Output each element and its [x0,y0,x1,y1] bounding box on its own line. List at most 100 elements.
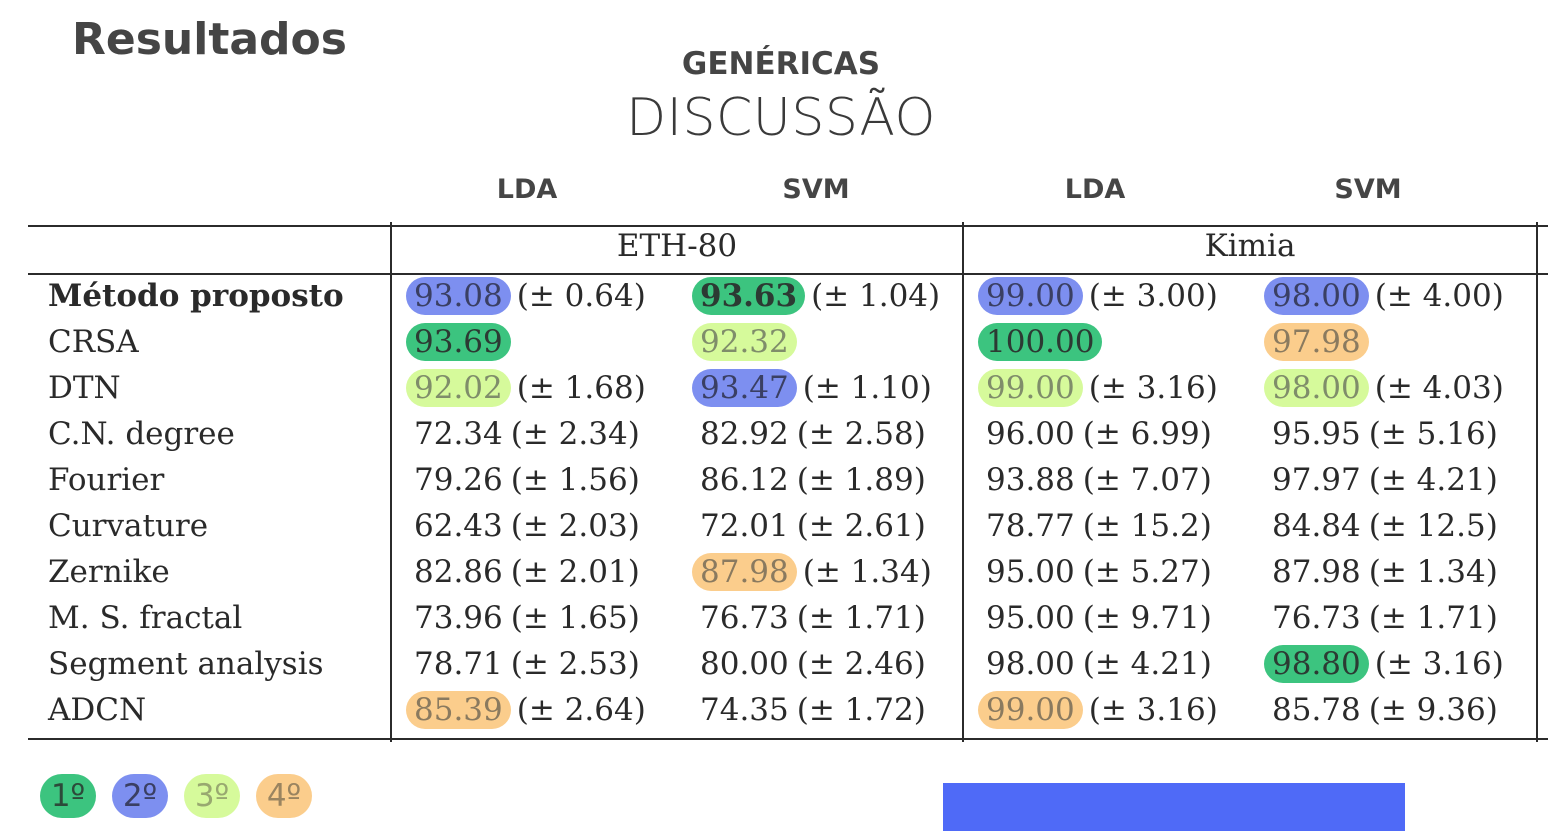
classifier-header-kimia-svm: SVM [1334,174,1402,205]
table-row: Fourier 79.26 (± 1.56) 86.12 (± 1.89) 93.88 (±… [0,457,1562,503]
result-cell: 97.97 (± 4.21) [1270,457,1498,503]
accuracy-value: 87.98 [692,553,797,591]
method-name: Método proposto [48,278,344,314]
method-name: Fourier [48,462,165,498]
result-cell: 99.00 (± 3.00) [978,273,1218,319]
accent-box [943,783,1405,831]
table-bottom-rule [28,738,1548,740]
accuracy-value: 100.00 [978,323,1103,361]
accuracy-value: 82.86 [414,554,503,590]
accuracy-value: 99.00 [978,369,1083,407]
result-cell: 99.00 (± 3.16) [978,687,1218,733]
result-cell: 98.80 (± 3.16) [1264,641,1504,687]
result-cell: 93.08 (± 0.64) [406,273,646,319]
std-dev-value: (± 3.16) [1088,692,1218,728]
legend-rank-4: 4º [256,774,312,818]
accuracy-value: 78.71 [414,646,503,682]
method-name: Segment analysis [48,646,324,682]
legend-rank-2: 2º [112,774,168,818]
classifier-header-eth-svm: SVM [782,174,850,205]
result-cell: 72.01 (± 2.61) [698,503,926,549]
accuracy-value: 96.00 [986,416,1075,452]
result-cell: 82.86 (± 2.01) [412,549,640,595]
std-dev-value: (± 1.68) [516,370,646,406]
table-row: CRSA 93.69 92.32 100.00 97.98 [0,319,1562,365]
page-title: Resultados [72,14,347,65]
table-row: DTN 92.02 (± 1.68) 93.47 (± 1.10) 99.00 (± 3.1… [0,365,1562,411]
result-cell: 62.43 (± 2.03) [412,503,640,549]
method-name: ADCN [48,692,147,728]
classifier-header-kimia-lda: LDA [1064,174,1126,205]
results-table: ETH-80 Kimia Método proposto 93.08 (± 0.64… [0,222,1562,742]
method-name: CRSA [48,324,139,360]
std-dev-value: (± 4.21) [1368,462,1498,498]
std-dev-value: (± 2.58) [796,416,926,452]
result-cell: 100.00 [978,319,1103,365]
accuracy-value: 97.98 [1264,323,1369,361]
accuracy-value: 95.00 [986,554,1075,590]
result-cell: 92.02 (± 1.68) [406,365,646,411]
std-dev-value: (± 2.64) [516,692,646,728]
result-cell: 92.32 [692,319,797,365]
dataset-header-kimia: Kimia [1204,228,1296,264]
std-dev-value: (± 0.64) [516,278,646,314]
accuracy-value: 84.84 [1272,508,1361,544]
std-dev-value: (± 7.07) [1082,462,1212,498]
std-dev-value: (± 1.71) [796,600,926,636]
result-cell: 76.73 (± 1.71) [698,595,926,641]
result-cell: 93.47 (± 1.10) [692,365,932,411]
std-dev-value: (± 2.46) [796,646,926,682]
std-dev-value: (± 12.5) [1368,508,1498,544]
method-name: Curvature [48,508,209,544]
table-row: M. S. fractal 73.96 (± 1.65) 76.73 (± 1.71) 9… [0,595,1562,641]
legend-rank-3: 3º [184,774,240,818]
accuracy-value: 78.77 [986,508,1075,544]
accuracy-value: 74.35 [700,692,789,728]
table-top-rule [28,225,1548,227]
result-cell: 95.00 (± 9.71) [984,595,1212,641]
accuracy-value: 85.78 [1272,692,1361,728]
table-row: C.N. degree 72.34 (± 2.34) 82.92 (± 2.58) 96.… [0,411,1562,457]
accuracy-value: 73.96 [414,600,503,636]
result-cell: 87.98 (± 1.34) [1270,549,1498,595]
result-cell: 98.00 (± 4.00) [1264,273,1504,319]
accuracy-value: 87.98 [1272,554,1361,590]
table-header-rule [28,273,1548,275]
accuracy-value: 93.88 [986,462,1075,498]
accuracy-value: 72.34 [414,416,503,452]
column-divider [390,222,392,742]
method-name: Zernike [48,554,170,590]
std-dev-value: (± 2.34) [510,416,640,452]
result-cell: 80.00 (± 2.46) [698,641,926,687]
accuracy-value: 76.73 [700,600,789,636]
accuracy-value: 92.32 [692,323,797,361]
accuracy-value: 99.00 [978,691,1083,729]
accuracy-value: 82.92 [700,416,789,452]
accuracy-value: 95.00 [986,600,1075,636]
accuracy-value: 92.02 [406,369,511,407]
accuracy-value: 93.47 [692,369,797,407]
std-dev-value: (± 15.2) [1082,508,1212,544]
accuracy-value: 76.73 [1272,600,1361,636]
result-cell: 99.00 (± 3.16) [978,365,1218,411]
result-cell: 87.98 (± 1.34) [692,549,932,595]
std-dev-value: (± 1.72) [796,692,926,728]
result-cell: 96.00 (± 6.99) [984,411,1212,457]
std-dev-value: (± 9.71) [1082,600,1212,636]
std-dev-value: (± 6.99) [1082,416,1212,452]
result-cell: 79.26 (± 1.56) [412,457,640,503]
std-dev-value: (± 1.34) [802,554,932,590]
result-cell: 72.34 (± 2.34) [412,411,640,457]
legend-rank-1: 1º [40,774,96,818]
accuracy-value: 85.39 [406,691,511,729]
result-cell: 84.84 (± 12.5) [1270,503,1498,549]
std-dev-value: (± 1.89) [796,462,926,498]
accuracy-value: 93.69 [406,323,511,361]
std-dev-value: (± 3.16) [1374,646,1504,682]
accuracy-value: 72.01 [700,508,789,544]
accuracy-value: 79.26 [414,462,503,498]
result-cell: 74.35 (± 1.72) [698,687,926,733]
accuracy-value: 93.63 [692,277,806,315]
result-cell: 86.12 (± 1.89) [698,457,926,503]
std-dev-value: (± 1.71) [1368,600,1498,636]
